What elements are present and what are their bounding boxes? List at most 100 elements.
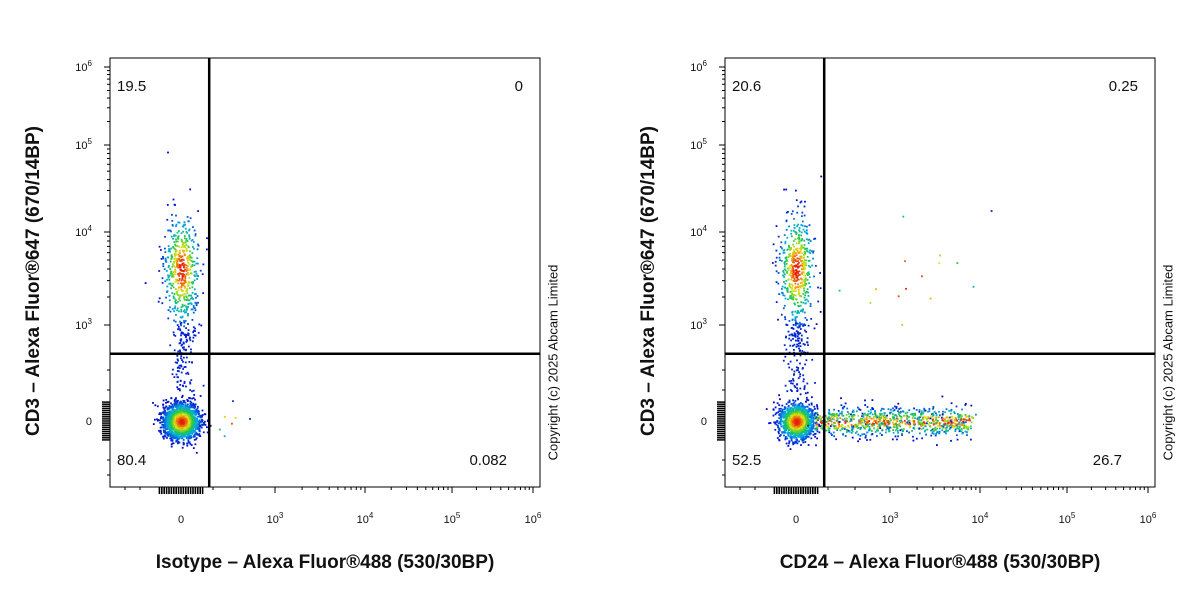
data-point bbox=[180, 316, 183, 319]
data-point bbox=[964, 421, 967, 423]
data-point bbox=[962, 425, 965, 428]
data-point bbox=[915, 409, 918, 411]
data-point bbox=[168, 428, 171, 430]
data-point bbox=[791, 210, 794, 213]
data-point bbox=[166, 278, 168, 281]
data-point bbox=[807, 399, 810, 402]
data-point bbox=[807, 433, 809, 435]
data-point bbox=[816, 405, 819, 408]
data-point bbox=[801, 407, 804, 410]
data-point bbox=[167, 407, 169, 410]
data-point bbox=[178, 370, 180, 373]
data-point bbox=[193, 394, 196, 396]
data-point bbox=[170, 445, 173, 448]
data-point bbox=[870, 408, 872, 411]
data-point bbox=[782, 270, 785, 272]
data-point bbox=[198, 434, 201, 437]
data-point bbox=[882, 422, 885, 425]
data-point bbox=[162, 424, 165, 426]
data-point bbox=[871, 408, 874, 410]
data-point bbox=[171, 423, 174, 426]
data-point bbox=[781, 431, 784, 433]
data-point bbox=[167, 417, 169, 420]
data-point bbox=[190, 308, 193, 311]
data-point bbox=[789, 435, 791, 437]
data-point bbox=[195, 420, 197, 422]
data-point bbox=[164, 235, 166, 238]
data-point bbox=[189, 418, 192, 420]
data-point bbox=[783, 234, 786, 236]
data-point bbox=[799, 273, 801, 276]
data-point bbox=[816, 437, 818, 440]
data-point bbox=[801, 428, 803, 431]
data-point bbox=[188, 229, 190, 232]
data-point bbox=[831, 417, 834, 420]
data-point bbox=[816, 426, 819, 429]
data-point bbox=[188, 345, 190, 348]
data-point bbox=[783, 430, 786, 432]
data-point bbox=[814, 408, 816, 410]
data-point bbox=[172, 431, 174, 434]
data-point bbox=[789, 291, 792, 293]
data-point bbox=[172, 296, 175, 299]
data-point bbox=[792, 420, 794, 423]
data-point bbox=[794, 282, 797, 285]
data-point bbox=[817, 419, 819, 421]
data-point bbox=[933, 428, 936, 431]
data-point bbox=[828, 409, 830, 411]
data-point bbox=[173, 241, 176, 243]
data-point bbox=[873, 415, 875, 418]
data-point bbox=[792, 402, 795, 405]
data-point bbox=[249, 418, 251, 420]
data-point bbox=[920, 425, 922, 427]
data-point bbox=[805, 418, 807, 420]
data-point bbox=[793, 425, 796, 427]
data-point bbox=[876, 416, 879, 419]
data-point bbox=[788, 266, 791, 268]
data-point bbox=[164, 420, 167, 423]
data-point bbox=[185, 247, 188, 250]
data-point bbox=[191, 420, 194, 422]
data-point bbox=[808, 410, 811, 413]
data-point bbox=[793, 432, 795, 434]
data-point bbox=[190, 404, 193, 406]
data-point bbox=[826, 416, 828, 419]
data-point bbox=[847, 429, 850, 432]
data-point bbox=[954, 422, 956, 425]
data-point bbox=[937, 420, 939, 422]
data-point bbox=[791, 293, 793, 296]
data-point bbox=[877, 427, 879, 430]
data-point bbox=[796, 414, 799, 417]
data-point bbox=[795, 260, 798, 263]
data-point bbox=[184, 320, 187, 322]
data-point bbox=[167, 427, 170, 429]
data-point bbox=[800, 420, 803, 423]
data-point bbox=[168, 422, 170, 424]
data-point bbox=[795, 410, 797, 413]
data-point bbox=[835, 419, 838, 422]
data-point bbox=[179, 418, 182, 421]
data-point bbox=[799, 412, 801, 415]
data-point bbox=[162, 416, 165, 419]
quadrant-label-top-left: 19.5 bbox=[117, 78, 146, 95]
data-point bbox=[175, 299, 177, 302]
data-point bbox=[897, 418, 899, 420]
data-point bbox=[966, 431, 968, 434]
data-point bbox=[176, 427, 179, 430]
data-point bbox=[961, 414, 963, 417]
data-point bbox=[175, 429, 178, 431]
data-point bbox=[181, 410, 184, 413]
data-point bbox=[190, 265, 192, 268]
data-point bbox=[175, 214, 177, 217]
data-point bbox=[179, 259, 182, 262]
data-point bbox=[192, 226, 194, 228]
data-point bbox=[923, 409, 926, 412]
data-point bbox=[165, 261, 168, 263]
data-point bbox=[779, 434, 782, 436]
data-point bbox=[786, 427, 788, 429]
data-point bbox=[190, 406, 193, 409]
data-point bbox=[202, 384, 205, 387]
data-point bbox=[807, 274, 809, 276]
data-point bbox=[788, 421, 791, 423]
data-point bbox=[166, 424, 168, 427]
